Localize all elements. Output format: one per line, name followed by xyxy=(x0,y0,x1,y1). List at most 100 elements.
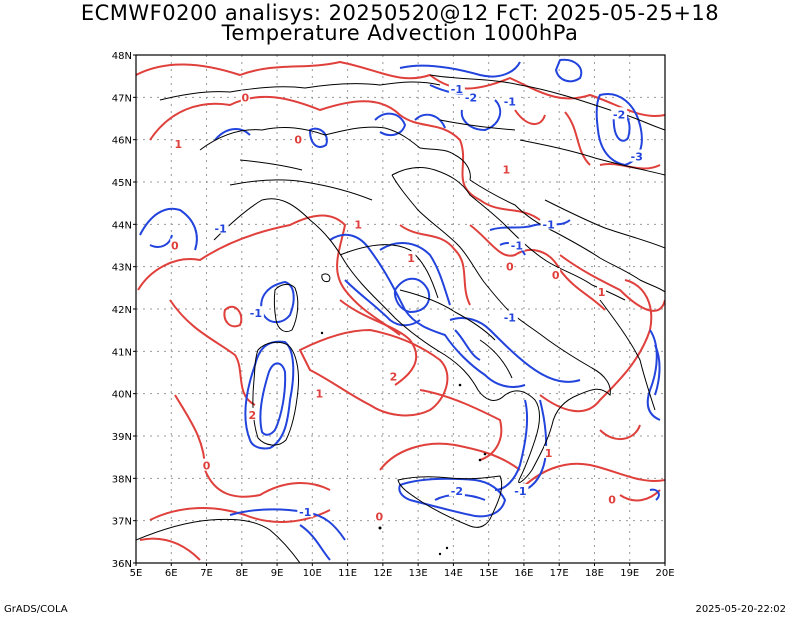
contour-label: 0 xyxy=(171,240,179,253)
adriatic-coast xyxy=(391,167,626,301)
contour-pos xyxy=(599,424,641,440)
contour-neg xyxy=(244,340,295,450)
contour-label-bg xyxy=(551,268,561,281)
contour-neg xyxy=(654,344,661,396)
coastlines xyxy=(136,74,665,563)
lon-tick-label: 12E xyxy=(373,568,392,579)
contour-label-bg xyxy=(170,238,180,251)
contour-neg xyxy=(329,233,526,388)
contour-pos xyxy=(169,299,256,406)
contour-label: -1 xyxy=(504,311,516,324)
elba-island xyxy=(321,273,331,283)
island xyxy=(320,331,324,335)
contour-label-bg xyxy=(611,107,628,120)
lon-tick-label: 16E xyxy=(514,568,533,579)
contour-neg xyxy=(214,128,251,141)
island xyxy=(378,526,382,530)
contour-label-bg xyxy=(463,90,480,103)
sicily-coast xyxy=(397,475,503,528)
lat-tick-label: 45N xyxy=(112,178,132,189)
contour-label: -1 xyxy=(504,96,516,109)
lat-tick-label: 36N xyxy=(112,559,132,570)
contour-pos xyxy=(469,224,606,311)
contour-neg xyxy=(414,113,446,129)
contour-labels: -1-1-2 -1-1-2-3-2 -1-1-1-1-100000000111111… xyxy=(170,81,645,523)
contour-label-bg xyxy=(540,217,557,230)
contour-label-bg xyxy=(607,492,617,505)
contour-label: -1 xyxy=(299,506,311,519)
contour-neg xyxy=(489,219,571,231)
island xyxy=(438,552,442,556)
contour-pos xyxy=(619,489,661,502)
lon-tick-label: 17E xyxy=(550,568,569,579)
contour-label: -1 xyxy=(250,307,262,320)
contour-label-bg xyxy=(293,132,303,145)
contour-label-bg xyxy=(512,484,529,497)
timestamp: 2025-05-20-22:02 xyxy=(695,604,786,615)
contour-label-bg xyxy=(628,149,645,162)
contour-pos xyxy=(299,329,449,417)
contour-label: -1 xyxy=(511,240,523,253)
contour-label-bg xyxy=(508,238,525,251)
contour-neg xyxy=(393,277,430,313)
contour-label: -1 xyxy=(514,485,526,498)
contour-label: 2 xyxy=(390,371,398,384)
lon-tick-label: 9E xyxy=(271,568,284,579)
contour-label: -2 xyxy=(465,91,477,104)
contour-label-bg xyxy=(501,162,511,175)
contour-pos xyxy=(223,305,243,328)
contour-pos xyxy=(137,214,401,336)
contour-label: 0 xyxy=(376,510,384,523)
contour-neg xyxy=(379,242,451,306)
contour-pos xyxy=(539,279,653,413)
contour-neg xyxy=(399,61,521,78)
contour-neg xyxy=(555,58,583,83)
contour-pos xyxy=(379,442,521,471)
lon-axis: 5E 6E 7E 8E 9E 10E 11E 12E 13E 14E 15E 16E 17E 18E 19E… xyxy=(130,563,675,579)
contour-label: -2 xyxy=(613,108,625,121)
lon-tick-label: 14E xyxy=(444,568,463,579)
italy-coast xyxy=(213,174,611,483)
island xyxy=(478,458,482,462)
contour-neg xyxy=(454,329,481,361)
contour-pos xyxy=(559,254,665,312)
contour-label: 0 xyxy=(552,269,560,282)
lon-tick-label: 5E xyxy=(130,568,143,579)
island xyxy=(483,452,487,456)
border xyxy=(399,289,496,341)
lon-tick-label: 10E xyxy=(303,568,322,579)
contour-pos xyxy=(399,224,471,306)
lon-tick-label: 19E xyxy=(620,568,639,579)
positive-contours xyxy=(136,61,665,561)
border xyxy=(229,179,373,201)
contour-label: 1 xyxy=(545,447,553,460)
balkan-inland xyxy=(429,74,665,131)
lat-tick-label: 42N xyxy=(112,305,132,316)
contour-label: 0 xyxy=(203,460,211,473)
lon-tick-label: 6E xyxy=(165,568,178,579)
contour-label: 0 xyxy=(294,134,302,147)
island xyxy=(445,546,449,550)
lat-tick-label: 43N xyxy=(112,263,132,274)
island xyxy=(458,383,462,387)
lat-tick-label: 48N xyxy=(112,51,132,62)
contour-pos xyxy=(514,109,546,125)
contour-label: 0 xyxy=(506,261,514,274)
contour-label-bg xyxy=(505,259,515,272)
sardinia-coast xyxy=(252,341,299,446)
lon-tick-label: 15E xyxy=(479,568,498,579)
lat-tick-label: 40N xyxy=(112,390,132,401)
contour-neg xyxy=(139,207,198,251)
contour-pos xyxy=(174,394,331,498)
lon-tick-label: 11E xyxy=(338,568,357,579)
map-subtitle: Temperature Advection 1000hPa xyxy=(221,21,579,45)
contour-label-bg xyxy=(173,136,183,149)
lat-tick-label: 39N xyxy=(112,432,132,443)
contour-label: -1 xyxy=(215,223,227,236)
contour-label-bg xyxy=(597,285,607,298)
contour-neg xyxy=(309,127,328,148)
contour-label: 1 xyxy=(354,218,362,231)
lon-tick-label: 8E xyxy=(235,568,248,579)
alps-border xyxy=(199,126,471,181)
